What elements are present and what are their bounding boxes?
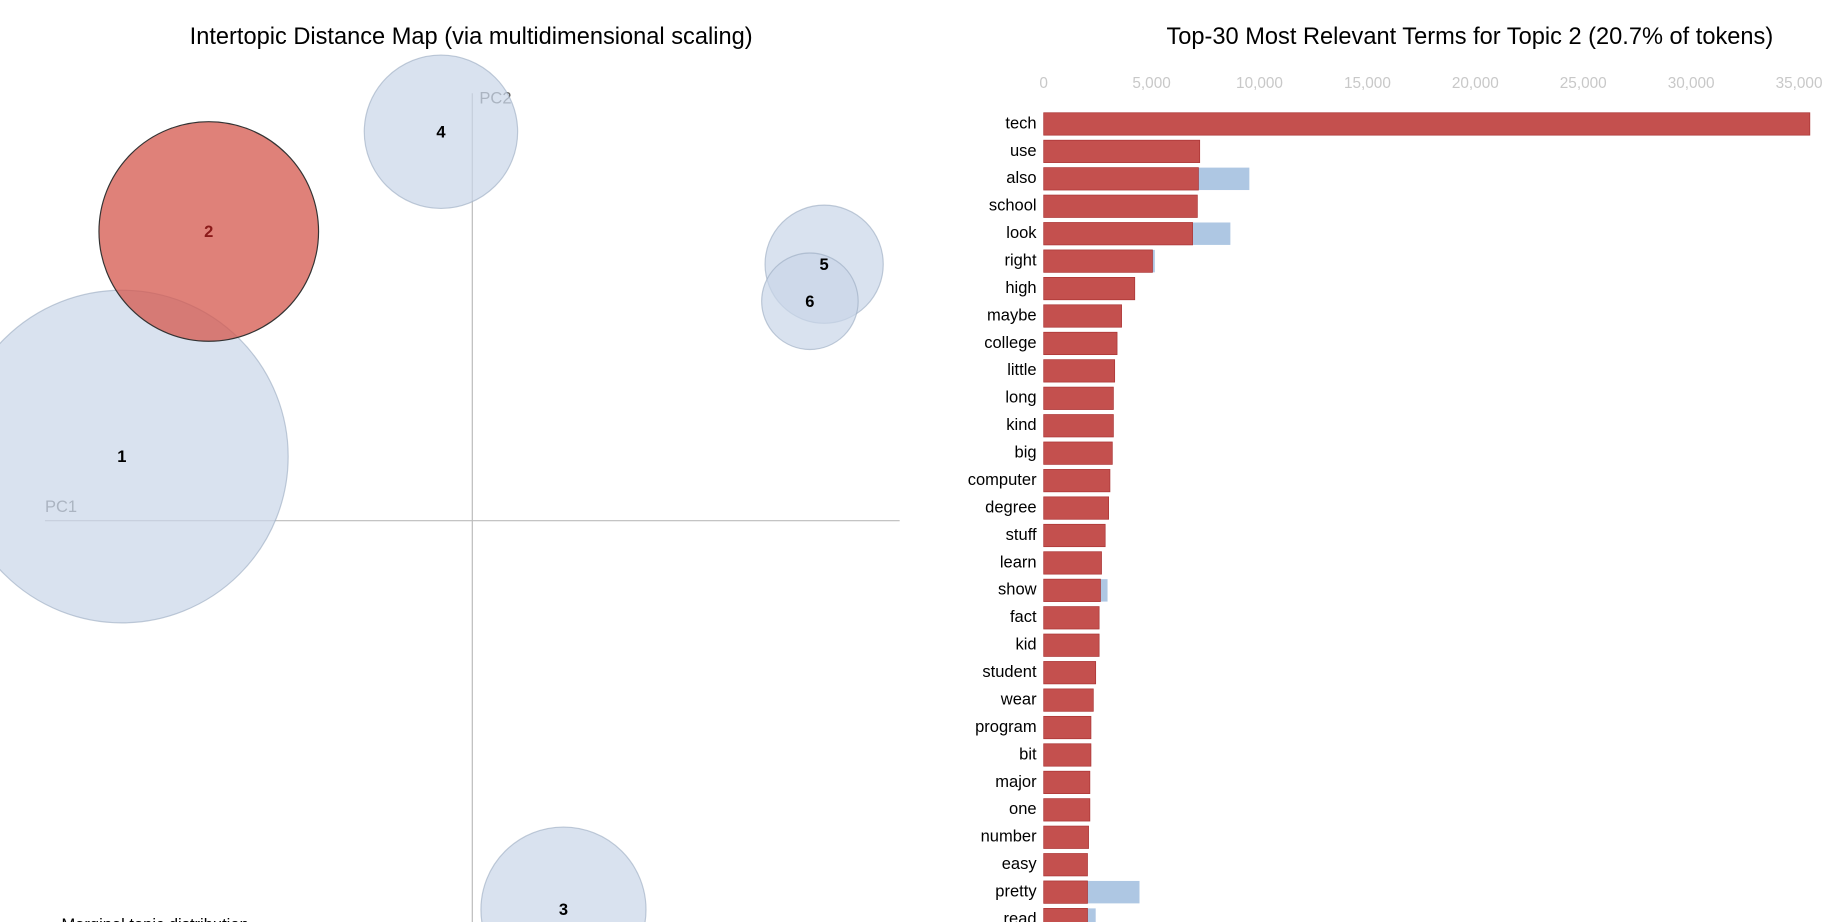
term-bar [1043,715,1092,740]
topic-label: 4 [436,122,446,141]
term-label: learn [1000,552,1037,571]
term-bar [1043,578,1101,602]
term-label: easy [1002,854,1038,873]
term-label: tech [1005,113,1036,132]
term-label: stuff [1006,525,1037,544]
term-label: college [984,333,1036,352]
term-label: high [1005,278,1036,297]
term-label: program [975,717,1036,736]
term-label: kind [1006,415,1036,434]
topic-circle [480,826,647,922]
term-label: one [1009,799,1037,818]
term-label: bit [1019,744,1037,763]
term-bar [1043,880,1088,904]
topic-label: 5 [820,255,829,274]
topic-label: 2 [204,222,213,241]
term-label: right [1004,250,1037,269]
term-label: big [1015,443,1037,462]
term-label: pretty [995,882,1037,901]
term-bar [1043,139,1201,163]
term-bar [1043,469,1111,493]
topic-label: 3 [559,900,568,919]
term-bar [1043,222,1193,246]
term-label: fact [1010,607,1037,626]
bar-title: Top-30 Most Relevant Terms for Topic 2 (… [1167,24,1774,50]
x-tick-label: 10,000 [1236,75,1283,92]
term-label: computer [968,470,1037,489]
term-label: read [1004,909,1037,922]
term-bar [1043,167,1199,191]
term-bar [1043,112,1811,136]
term-bar [1043,194,1198,218]
term-bar [1043,661,1097,685]
term-label: student [982,662,1037,681]
term-label: degree [985,497,1036,516]
x-tick-label: 20,000 [1452,75,1499,92]
term-label: maybe [987,305,1037,324]
term-bar [1043,825,1089,849]
topic-circle [98,121,320,342]
term-label: kid [1015,635,1036,654]
term-label: long [1005,388,1036,407]
term-label: also [1006,168,1036,187]
term-bar [1043,414,1114,438]
term-bar [1043,523,1106,548]
x-tick-label: 15,000 [1344,75,1391,92]
term-bar [1043,853,1088,877]
term-label: major [995,772,1037,791]
x-tick-label: 30,000 [1668,75,1715,92]
marginal-note: Marginal topic distribution [61,915,248,922]
term-bar [1043,551,1102,575]
term-bar [1043,304,1122,328]
term-label: little [1007,360,1036,379]
topic-circle [363,54,519,210]
term-bar [1043,277,1136,301]
term-bar [1043,386,1114,410]
term-bar [1043,331,1118,356]
map-title: Intertopic Distance Map (via multidimens… [190,24,753,50]
topic-label: 6 [805,292,814,311]
x-tick-label: 5,000 [1132,75,1170,92]
term-bar [1043,249,1153,273]
x-tick-label: 0 [1039,75,1048,92]
x-tick-label: 25,000 [1560,75,1607,92]
term-label: show [998,580,1037,599]
term-bar [1043,743,1092,767]
term-bar [1043,496,1109,520]
topic-label: 1 [117,447,126,466]
topic-circle [0,289,289,624]
term-bar [1043,798,1091,822]
term-label: school [989,196,1037,215]
term-bar [1043,441,1113,465]
term-bar [1043,770,1091,794]
term-bar [1043,633,1100,657]
term-label: look [1006,223,1037,242]
topic-circle [761,252,859,351]
term-label: wear [1000,689,1037,708]
term-bar [1043,688,1094,712]
term-label: use [1010,141,1037,160]
term-bar [1043,606,1100,630]
term-bar [1043,908,1088,922]
term-bar [1043,359,1116,383]
term-label: number [981,827,1037,846]
x-tick-label: 35,000 [1776,75,1823,92]
